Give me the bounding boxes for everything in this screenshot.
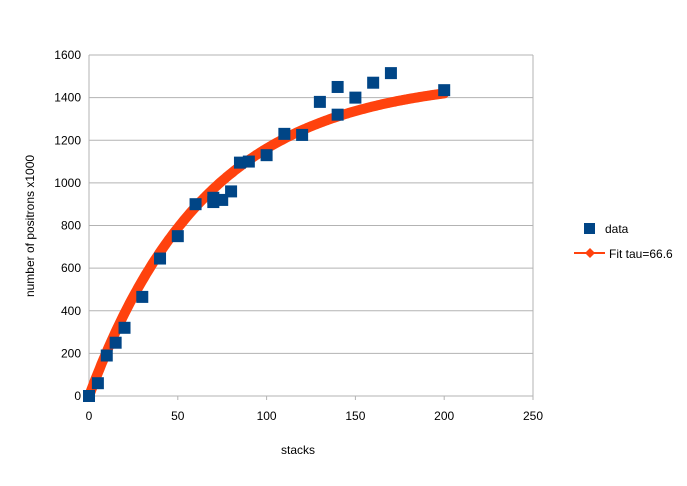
- y-tick-label: 0: [74, 389, 81, 403]
- x-tick-label: 100: [257, 409, 277, 423]
- legend: data Fit tau=66.6: [574, 222, 673, 261]
- data-point: [384, 67, 397, 80]
- y-tick-label: 1400: [54, 91, 81, 105]
- y-tick-label: 200: [61, 346, 81, 360]
- data-point: [91, 377, 104, 390]
- x-tick-label: 50: [171, 409, 185, 423]
- data-series: [83, 67, 451, 402]
- data-point: [260, 149, 273, 162]
- data-point: [331, 80, 344, 93]
- x-tick-label: 200: [434, 409, 454, 423]
- legend-label-fit: Fit tau=66.6: [609, 247, 673, 261]
- data-point: [109, 336, 122, 349]
- y-tick-label: 800: [61, 219, 81, 233]
- data-point: [242, 155, 255, 168]
- y-tick-label: 600: [61, 261, 81, 275]
- y-tick-label: 1000: [54, 176, 81, 190]
- x-tick-label: 150: [345, 409, 365, 423]
- data-point: [438, 84, 451, 97]
- legend-label-data: data: [605, 222, 629, 236]
- data-point: [331, 108, 344, 121]
- data-point: [189, 198, 202, 211]
- y-tick-label: 400: [61, 304, 81, 318]
- fit-line: [84, 88, 450, 401]
- data-point: [100, 349, 113, 362]
- y-axis-label: number of positrons x1000: [23, 155, 37, 297]
- data-point: [136, 290, 149, 303]
- data-point: [225, 185, 238, 198]
- data-point: [349, 91, 362, 104]
- legend-marker-fit: [585, 248, 595, 258]
- y-tick-label: 1600: [54, 48, 81, 62]
- fit-series: [84, 88, 450, 401]
- gridlines: [89, 54, 533, 397]
- y-tick-label: 1200: [54, 133, 81, 147]
- data-point: [313, 95, 326, 108]
- data-point: [278, 127, 291, 140]
- data-point: [118, 321, 131, 334]
- x-tick-label: 0: [86, 409, 93, 423]
- data-point: [171, 230, 184, 243]
- data-point: [83, 390, 95, 402]
- axes: [88, 55, 534, 400]
- tick-labels: 0 200 400 600 800 1000 1200 1400 1600 0 50 100 150 20…: [54, 48, 543, 423]
- data-point: [154, 252, 167, 265]
- legend-marker-data: [584, 223, 595, 234]
- data-point: [367, 76, 380, 89]
- data-point: [296, 128, 309, 141]
- x-axis-label: stacks: [281, 443, 315, 457]
- x-tick-label: 250: [523, 409, 543, 423]
